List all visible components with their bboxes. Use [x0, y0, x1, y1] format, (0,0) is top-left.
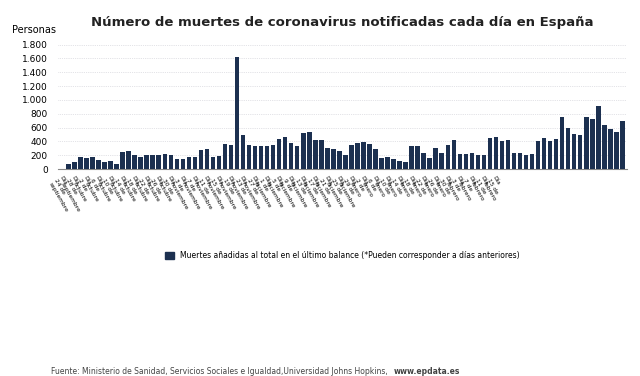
Bar [355, 143, 360, 169]
Bar [349, 145, 354, 169]
Bar [524, 155, 528, 169]
Bar [542, 138, 547, 169]
Bar [66, 164, 70, 169]
Bar [512, 153, 516, 169]
Bar [235, 57, 239, 169]
Bar [463, 154, 468, 169]
Bar [584, 117, 589, 169]
Bar [283, 136, 287, 169]
Bar [277, 139, 282, 169]
Bar [163, 154, 167, 169]
Bar [391, 159, 396, 169]
Bar [217, 156, 221, 169]
Bar [223, 144, 227, 169]
Bar [536, 141, 540, 169]
Bar [373, 149, 378, 169]
Bar [228, 145, 233, 169]
Bar [331, 149, 335, 169]
Bar [307, 132, 312, 169]
Bar [343, 155, 348, 169]
Bar [488, 138, 492, 169]
Bar [325, 148, 330, 169]
Bar [403, 162, 408, 169]
Bar [554, 139, 559, 169]
Bar [470, 153, 474, 169]
Bar [518, 153, 522, 169]
Bar [620, 121, 625, 169]
Bar [452, 141, 456, 169]
Bar [295, 146, 300, 169]
Bar [180, 159, 185, 169]
Bar [572, 134, 577, 169]
Bar [301, 133, 305, 169]
Bar [102, 162, 107, 169]
Bar [108, 161, 113, 169]
Bar [72, 162, 77, 169]
Bar [421, 153, 426, 169]
Bar [187, 158, 191, 169]
Bar [566, 127, 570, 169]
Bar [84, 158, 89, 169]
Bar [530, 154, 534, 169]
Bar [271, 145, 275, 169]
Text: Fuente: Ministerio de Sanidad, Servicios Sociales e Igualdad,Universidad Johns H: Fuente: Ministerio de Sanidad, Servicios… [51, 367, 390, 376]
Bar [259, 146, 264, 169]
Bar [445, 145, 450, 169]
Bar [361, 142, 365, 169]
Bar [578, 135, 582, 169]
Bar [458, 154, 462, 169]
Bar [265, 146, 269, 169]
Bar [150, 155, 155, 169]
Bar [241, 135, 245, 169]
Bar [175, 159, 179, 169]
Bar [506, 140, 510, 169]
Bar [145, 155, 149, 169]
Bar [337, 151, 342, 169]
Title: Número de muertes de coronavirus notificadas cada día en España: Número de muertes de coronavirus notific… [91, 17, 594, 29]
Bar [410, 146, 414, 169]
Bar [415, 146, 420, 169]
Bar [385, 158, 390, 169]
Bar [560, 117, 564, 169]
Bar [96, 160, 101, 169]
Bar [433, 148, 438, 169]
Bar [211, 158, 215, 169]
Bar [548, 141, 552, 169]
Bar [608, 129, 612, 169]
Bar [428, 158, 432, 169]
Bar [126, 151, 131, 169]
Bar [90, 158, 95, 169]
Bar [500, 141, 504, 169]
Legend: Muertes añadidas al total en el último balance (*Pueden corresponder a días ante: Muertes añadidas al total en el último b… [165, 251, 520, 260]
Bar [493, 137, 498, 169]
Bar [253, 146, 257, 169]
Bar [115, 164, 119, 169]
Bar [205, 149, 209, 169]
Bar [397, 161, 402, 169]
Bar [596, 106, 600, 169]
Bar [602, 125, 607, 169]
Bar [476, 155, 480, 169]
Bar [590, 119, 595, 169]
Bar [198, 150, 203, 169]
Bar [289, 143, 294, 169]
Text: Personas: Personas [12, 25, 56, 35]
Bar [482, 155, 486, 169]
Bar [367, 144, 372, 169]
Bar [380, 158, 384, 169]
Bar [138, 157, 143, 169]
Bar [614, 132, 619, 169]
Bar [168, 155, 173, 169]
Bar [157, 155, 161, 169]
Bar [78, 157, 83, 169]
Text: www.epdata.es: www.epdata.es [394, 367, 460, 376]
Bar [120, 152, 125, 169]
Bar [440, 153, 444, 169]
Bar [132, 155, 137, 169]
Bar [193, 157, 197, 169]
Bar [313, 140, 317, 169]
Bar [319, 140, 324, 169]
Bar [247, 145, 252, 169]
